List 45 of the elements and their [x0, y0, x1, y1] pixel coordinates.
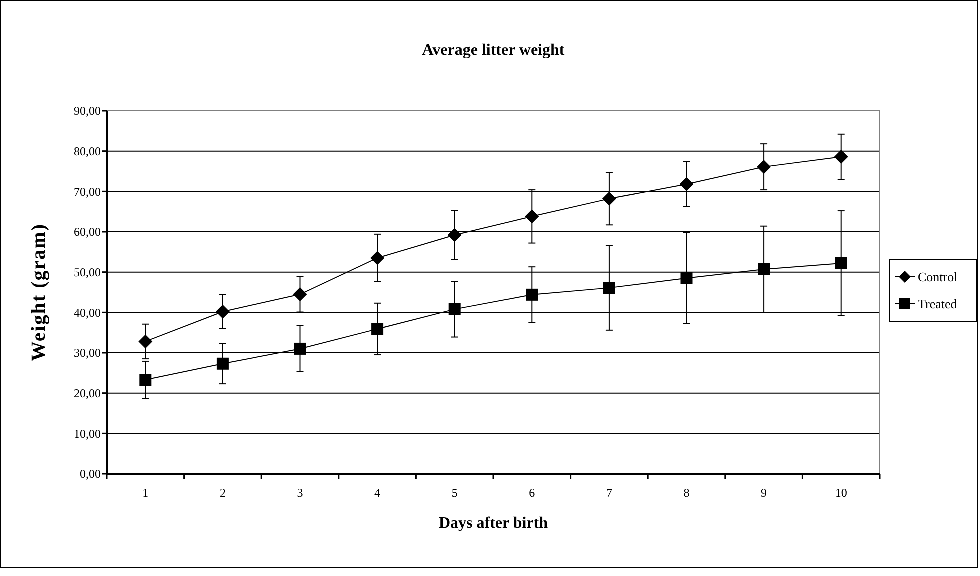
y-tick-label: 10,00 — [74, 426, 101, 441]
y-tick-label: 50,00 — [74, 266, 101, 280]
x-tick-label: 6 — [529, 486, 536, 500]
x-tick-label: 7 — [606, 486, 612, 500]
x-axis-title: Days after birth — [438, 515, 548, 532]
x-tick-label: 10 — [835, 486, 848, 500]
point — [372, 323, 384, 336]
point — [448, 228, 462, 242]
point — [138, 334, 153, 349]
point — [293, 288, 308, 302]
point — [602, 192, 616, 206]
y-tick-label: 80,00 — [74, 144, 101, 159]
point — [140, 374, 152, 386]
y-tick-label: 30,00 — [74, 346, 101, 360]
y-tick-label: 70,00 — [74, 184, 101, 199]
point — [294, 342, 306, 355]
legend-label: Control — [918, 270, 958, 285]
y-tick-label: 90,00 — [74, 104, 101, 118]
point — [758, 264, 770, 276]
point — [680, 272, 693, 284]
y-tick-label: 40,00 — [74, 306, 101, 320]
x-tick-label: 2 — [220, 486, 226, 500]
point — [216, 304, 230, 319]
point — [835, 257, 848, 270]
point — [525, 210, 540, 224]
legend-label: Treated — [918, 296, 958, 312]
y-axis-title: Weight (gram) — [28, 224, 50, 362]
y-tick-label: 20,00 — [74, 386, 101, 401]
point — [370, 251, 385, 266]
x-tick-label: 4 — [374, 486, 381, 500]
point — [526, 288, 538, 301]
x-tick-label: 1 — [142, 486, 149, 500]
x-tick-label: 9 — [761, 486, 768, 500]
point — [680, 177, 694, 192]
y-tick-label: 60,00 — [74, 225, 101, 240]
point — [216, 358, 229, 370]
point — [603, 282, 616, 294]
point — [448, 303, 461, 316]
chart-title: Average litter weight — [422, 42, 566, 59]
point — [834, 150, 848, 164]
x-tick-label: 3 — [297, 486, 304, 500]
x-tick-label: 5 — [452, 486, 458, 500]
point — [757, 160, 772, 174]
x-tick-label: 8 — [684, 486, 690, 500]
y-tick-label: 0,00 — [80, 467, 101, 482]
